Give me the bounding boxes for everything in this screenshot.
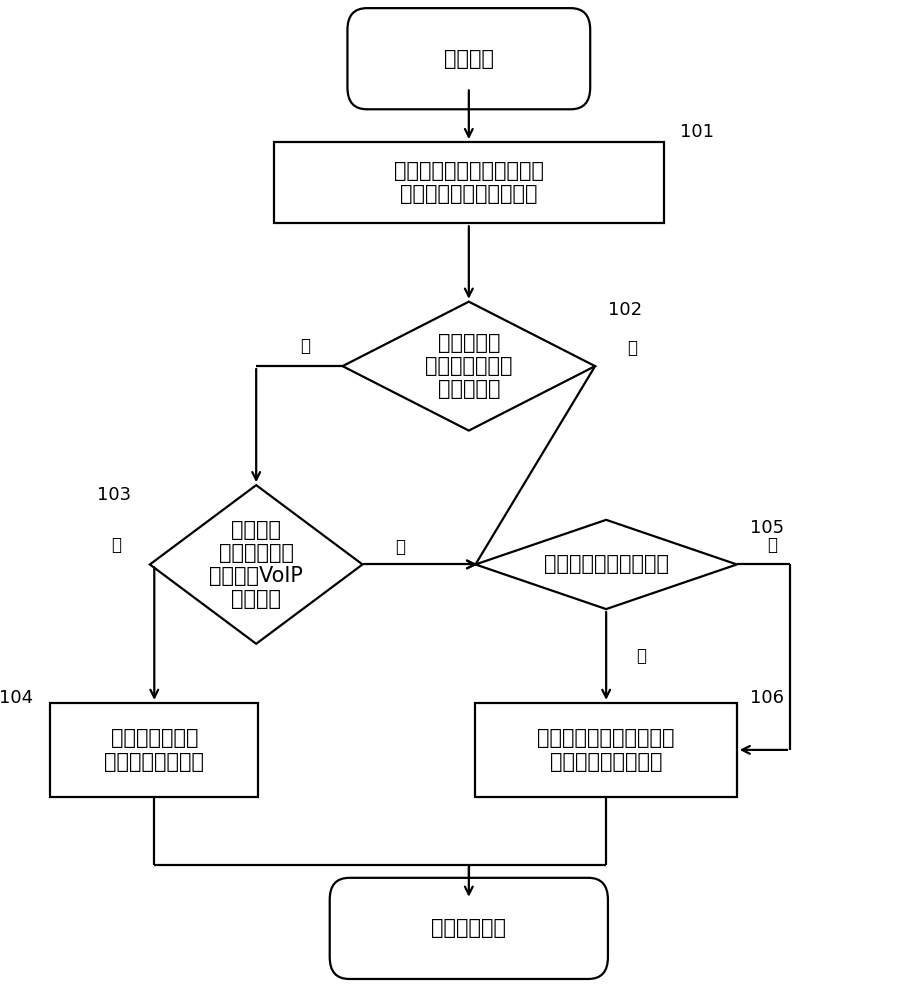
Text: 是: 是 — [111, 536, 121, 554]
Text: 判断是否有资源剩余？: 判断是否有资源剩余？ — [544, 554, 669, 574]
Text: 本次调度结束: 本次调度结束 — [431, 918, 507, 938]
Text: 否: 否 — [300, 337, 311, 355]
Text: 开始调度: 开始调度 — [444, 49, 494, 69]
Bar — [50, 703, 258, 797]
FancyBboxPatch shape — [330, 878, 608, 979]
Text: 是: 是 — [627, 339, 638, 357]
Text: 101: 101 — [680, 123, 714, 141]
Text: 执行动态调度机制下的调
度算法，并分配资源: 执行动态调度机制下的调 度算法，并分配资源 — [538, 728, 675, 772]
FancyBboxPatch shape — [347, 8, 590, 109]
Text: 否: 否 — [395, 538, 405, 556]
Text: 104: 104 — [0, 689, 33, 707]
Text: 执行半静态调度
机制下的调度算法: 执行半静态调度 机制下的调度算法 — [104, 728, 204, 772]
Bar — [274, 142, 664, 223]
Text: 基站获取缓冲区状态信息和
各业务流的服务质量参数: 基站获取缓冲区状态信息和 各业务流的服务质量参数 — [394, 161, 544, 204]
Text: 否: 否 — [768, 536, 778, 554]
Text: 103: 103 — [97, 486, 131, 504]
Polygon shape — [475, 520, 736, 609]
Text: 判断下行
待传输的业务
流是否为VoIP
类业务？: 判断下行 待传输的业务 流是否为VoIP 类业务？ — [209, 520, 303, 609]
Text: 102: 102 — [608, 301, 642, 319]
Polygon shape — [343, 302, 595, 431]
Bar — [475, 703, 736, 797]
Text: 判断下行待
传输的业务流是
否为重传？: 判断下行待 传输的业务流是 否为重传？ — [425, 333, 513, 399]
Text: 106: 106 — [750, 689, 784, 707]
Text: 105: 105 — [750, 519, 784, 537]
Polygon shape — [150, 485, 363, 644]
Text: 是: 是 — [637, 647, 647, 665]
